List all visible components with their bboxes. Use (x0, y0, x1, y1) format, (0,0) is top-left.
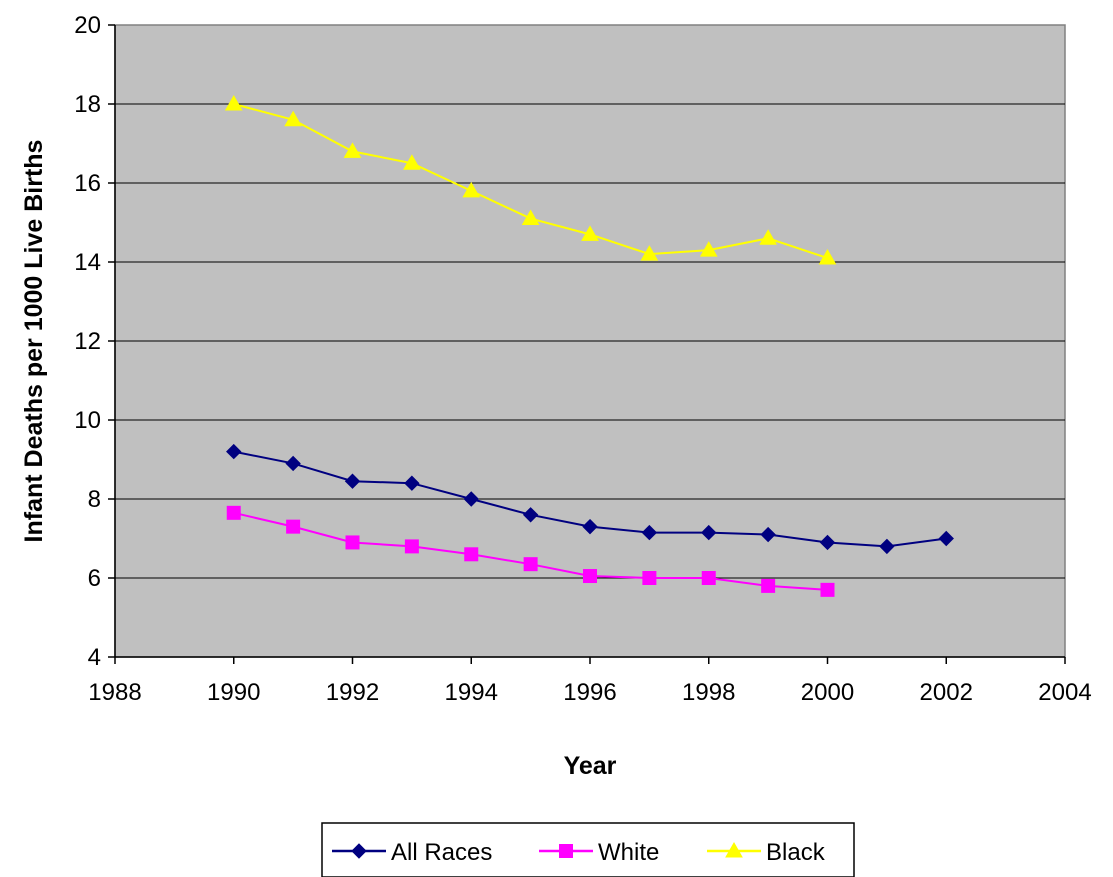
x-tick-label: 1992 (326, 679, 379, 706)
y-axis-tick-labels: 4 6 8 10 12 14 16 18 20 (74, 12, 101, 671)
series-all-races (226, 443, 954, 555)
grid-lines (115, 103, 1065, 579)
data-point (463, 491, 479, 507)
legend-marker (559, 844, 573, 858)
x-tick-label: 1998 (682, 679, 735, 706)
x-tick-label: 1994 (445, 679, 498, 706)
legend-label: Black (766, 839, 826, 866)
data-point (938, 530, 954, 547)
x-tick-label: 2004 (1038, 679, 1091, 706)
x-tick-label: 1988 (88, 679, 141, 706)
data-point (818, 249, 837, 265)
data-point (344, 473, 361, 489)
legend-label: White (598, 839, 659, 866)
data-point (521, 209, 540, 226)
y-tick-label: 16 (74, 170, 101, 197)
data-point (759, 229, 777, 245)
data-point (404, 539, 419, 554)
data-point (701, 524, 717, 541)
data-point (224, 94, 243, 111)
y-tick-label: 14 (74, 249, 101, 276)
series-white (226, 505, 835, 597)
data-point (701, 571, 716, 585)
axes (108, 24, 1066, 664)
data-point (820, 582, 835, 597)
y-tick-label: 10 (74, 407, 101, 434)
data-point (286, 519, 301, 534)
y-tick-label: 6 (88, 565, 101, 592)
data-point (761, 578, 776, 593)
data-point (583, 569, 597, 584)
data-point (699, 241, 718, 257)
x-axis-title: Year (564, 752, 617, 780)
y-tick-label: 4 (88, 644, 101, 671)
data-point (879, 538, 895, 555)
data-point (226, 443, 242, 460)
data-point (523, 557, 538, 572)
legend-label: All Races (391, 839, 492, 866)
series-layer (224, 94, 954, 597)
data-point (642, 571, 657, 585)
data-point (226, 505, 241, 520)
y-tick-label: 12 (74, 328, 101, 355)
x-tick-label: 2002 (920, 679, 973, 706)
legend-marker (725, 841, 743, 858)
x-tick-label: 2000 (801, 679, 854, 706)
data-point (345, 535, 360, 550)
legend: All Races White Black (321, 822, 855, 877)
data-point (522, 507, 539, 523)
data-point (462, 181, 481, 198)
data-point (343, 142, 362, 158)
data-point (284, 110, 302, 127)
x-axis-tick-labels: 1988 1990 1992 1994 1996 1998 2000 2002 2004 (88, 679, 1091, 706)
data-point (581, 225, 599, 241)
data-point (760, 526, 776, 543)
x-tick-label: 1990 (207, 679, 260, 706)
y-tick-label: 18 (74, 91, 101, 118)
legend-marker (351, 843, 367, 859)
y-tick-label: 20 (74, 12, 101, 39)
data-point (641, 524, 658, 541)
data-point (404, 475, 420, 491)
series-black (224, 94, 837, 265)
data-point (464, 547, 479, 562)
x-tick-label: 1996 (563, 679, 616, 706)
data-point (403, 154, 421, 170)
y-axis-title: Infant Deaths per 1000 Live Births (20, 140, 48, 543)
data-point (640, 245, 659, 261)
data-point (285, 455, 301, 472)
data-point (582, 518, 598, 535)
y-tick-label: 8 (88, 486, 101, 513)
data-point (819, 534, 836, 551)
